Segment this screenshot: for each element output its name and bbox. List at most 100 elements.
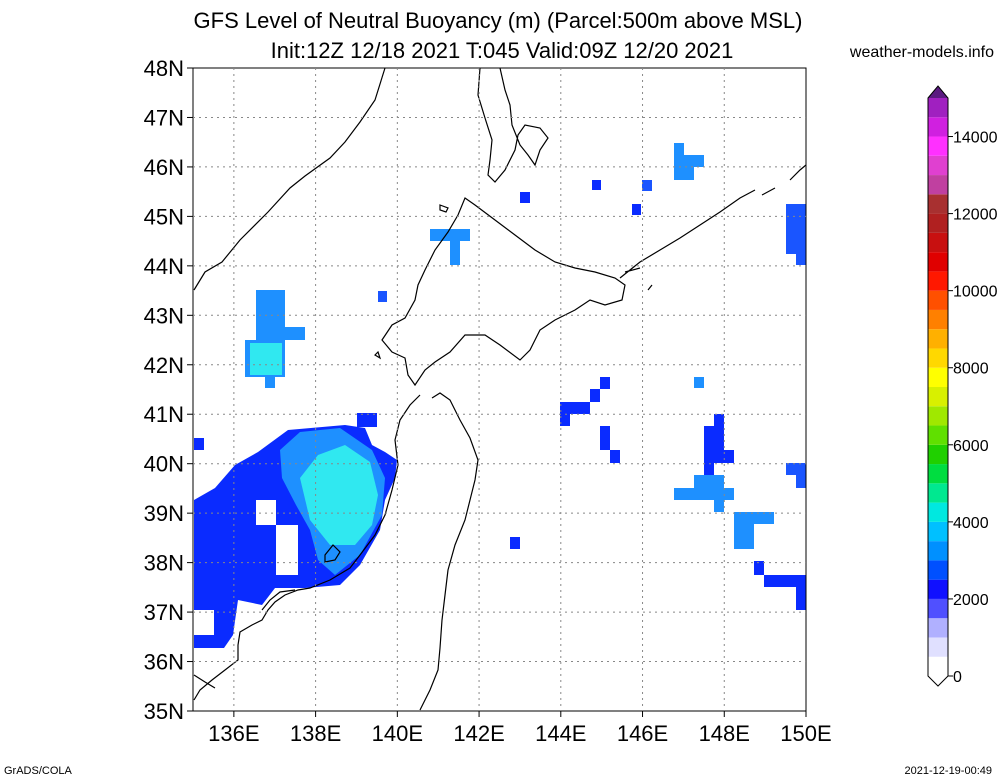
longitude-labels: 136E 138E 140E 142E 144E 146E 148E 150E [208,711,832,746]
field-patch [642,180,652,191]
colorbar-swatch [928,232,948,253]
latitude-labels: 35N 36N 37N 38N 39N 40N 41N 42N 43N 44N 45N 46N 47N 4… [144,56,193,724]
colorbar-label: 8000 [953,361,989,378]
colorbar-swatch [928,444,948,465]
colorbar-swatch [928,502,948,522]
colorbar-swatch [928,425,948,445]
field-patch [694,377,704,388]
buoyancy-field [194,143,806,648]
field-patch [357,413,377,427]
field-patch [592,180,601,190]
field-patch [610,450,620,463]
coastlines [193,67,807,711]
field-patch [194,438,204,450]
field-patch [378,291,387,302]
colorbar-swatch [928,406,948,426]
colorbar-label: 4000 [953,515,989,532]
footer-left: GrADS/COLA [4,765,72,777]
colorbar-label: 12000 [953,207,998,224]
lat-tick-label: 46N [144,155,184,180]
colorbar-swatch [928,194,948,214]
coast-russia [193,67,386,291]
lat-tick-label: 38N [144,551,184,576]
colorbar-swatch [928,155,948,176]
colorbar-swatch [928,213,948,233]
footer-right: 2021-12-19-00:49 [904,765,992,777]
field-patch [734,512,774,549]
field-patch [674,143,704,180]
lat-tick-label: 37N [144,600,184,625]
coast-islands [193,204,449,689]
title-line2: Init:12Z 12/18 2021 T:045 Valid:09Z 12/2… [270,38,734,63]
coast-honshu-north [193,392,479,711]
colorbar-swatch [928,387,948,407]
colorbar-swatch [928,175,948,195]
lat-tick-label: 36N [144,650,184,675]
coast-noto [261,589,296,611]
colorbar-swatch [928,618,948,638]
colorbar-swatch [928,252,948,272]
colorbar-swatch [928,290,948,310]
lat-tick-label: 45N [144,204,184,229]
lon-tick-label: 140E [372,721,423,746]
colorbar-swatch [928,637,948,657]
field-patch [520,192,530,203]
coast-hokkaido [381,197,626,387]
field-patch [560,377,610,426]
field-patch [754,561,806,610]
lat-tick-label: 39N [144,501,184,526]
colorbar-swatch [928,521,948,542]
colorbar-swatch [928,464,948,484]
lon-tick-label: 138E [290,721,341,746]
field-patch [704,414,734,475]
field-patch [786,463,806,488]
colorbar-swatch [928,579,948,599]
lon-tick-label: 146E [617,721,668,746]
field-patch-north-core [250,343,282,375]
colorbar-swatch [928,136,948,156]
colorbar-swatch [928,98,948,118]
lat-tick-label: 44N [144,254,184,279]
lon-tick-label: 136E [208,721,259,746]
colorbar-label: 10000 [953,284,998,301]
field-gap [276,525,298,575]
colorbar-label: 2000 [953,592,989,609]
lat-tick-label: 48N [144,56,184,81]
field-patch [786,204,806,265]
coast-sakhalin [477,67,549,183]
field-patch [600,426,610,450]
lat-tick-label: 47N [144,105,184,130]
lat-tick-label: 41N [144,402,184,427]
lat-tick-label: 40N [144,452,184,477]
colorbar-label: 6000 [953,438,989,455]
colorbar-swatch [928,367,948,387]
lat-tick-label: 35N [144,699,184,724]
field-sea-of-japan-core [300,445,378,545]
field-patch [510,537,520,549]
source-label: weather-models.info [849,44,994,61]
coast-sado [324,544,341,563]
colorbar-swatch [928,483,948,503]
lat-tick-label: 42N [144,353,184,378]
title-line1: GFS Level of Neutral Buoyancy (m) (Parce… [193,8,803,33]
colorbar-top-arrow [928,86,948,98]
colorbar: 0 2000 4000 6000 8000 10000 12000 14000 [927,85,998,687]
colorbar-swatch [928,117,948,137]
field-gap [194,610,214,635]
colorbar-swatch [928,309,948,330]
field-patch [674,475,734,512]
coast-kurils [619,164,807,291]
colorbar-swatch [928,598,948,619]
colorbar-label: 0 [953,669,962,686]
lon-tick-label: 144E [535,721,586,746]
lat-tick-label: 43N [144,303,184,328]
field-gap [256,500,276,525]
colorbar-swatch [928,560,948,580]
colorbar-swatch [928,656,948,676]
colorbar-swatch [928,271,948,291]
lon-tick-label: 148E [699,721,750,746]
gridlines [193,68,806,711]
colorbar-swatch [928,329,948,349]
colorbar-swatch [928,541,948,561]
